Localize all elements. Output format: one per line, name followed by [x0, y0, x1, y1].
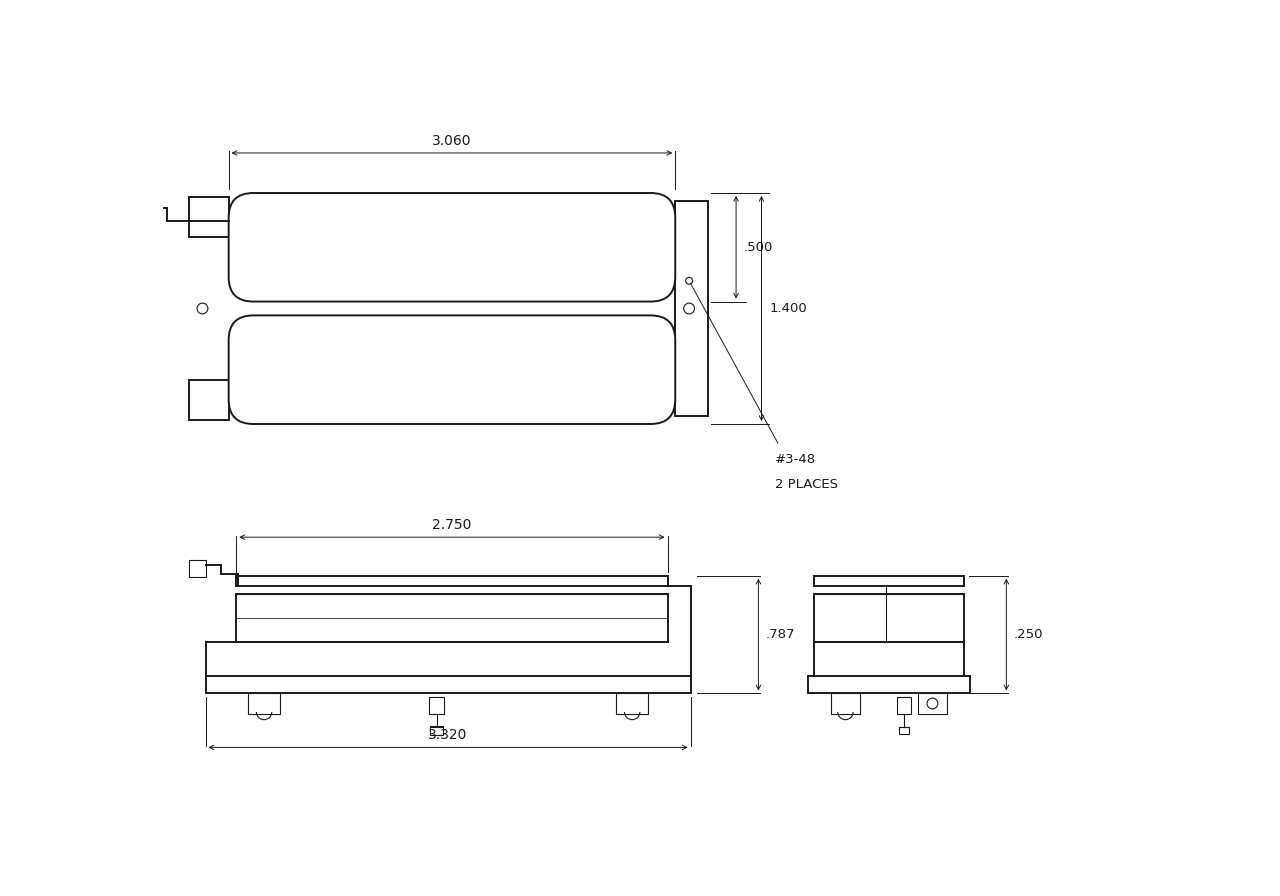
Bar: [248, 694, 280, 713]
Bar: [434, 228, 445, 267]
Bar: [429, 696, 444, 713]
Bar: [559, 228, 571, 267]
Bar: [831, 694, 860, 713]
Bar: [513, 228, 524, 267]
Bar: [899, 727, 909, 735]
FancyBboxPatch shape: [229, 315, 676, 424]
Bar: [325, 349, 337, 390]
Text: .787: .787: [767, 628, 796, 641]
Bar: [481, 349, 493, 390]
Bar: [419, 228, 430, 267]
Bar: [188, 560, 206, 577]
Bar: [372, 228, 383, 267]
Bar: [237, 594, 668, 642]
Bar: [575, 349, 586, 390]
Bar: [513, 349, 524, 390]
Bar: [325, 228, 337, 267]
Bar: [430, 726, 443, 735]
Text: #3-48: #3-48: [776, 453, 817, 466]
Text: 2.750: 2.750: [433, 518, 471, 532]
Bar: [237, 576, 668, 587]
Bar: [529, 349, 540, 390]
Text: .500: .500: [744, 241, 773, 254]
Bar: [148, 198, 159, 217]
Bar: [466, 228, 477, 267]
Bar: [388, 349, 398, 390]
Bar: [676, 201, 708, 417]
Text: .250: .250: [1014, 628, 1043, 641]
Bar: [419, 349, 430, 390]
Bar: [814, 594, 964, 642]
Bar: [481, 228, 493, 267]
Bar: [575, 228, 586, 267]
Bar: [918, 694, 947, 713]
FancyBboxPatch shape: [229, 193, 676, 302]
Text: 3.320: 3.320: [429, 728, 467, 742]
Bar: [340, 228, 352, 267]
Bar: [466, 349, 477, 390]
Bar: [388, 228, 398, 267]
Bar: [206, 676, 691, 694]
Bar: [372, 349, 383, 390]
Bar: [897, 697, 911, 713]
Bar: [340, 349, 352, 390]
Text: 3.060: 3.060: [433, 134, 472, 148]
Bar: [616, 694, 648, 713]
Bar: [434, 349, 445, 390]
Bar: [814, 576, 964, 587]
Text: 1.400: 1.400: [769, 302, 806, 315]
Text: 2 PLACES: 2 PLACES: [776, 478, 838, 491]
Bar: [529, 228, 540, 267]
Bar: [559, 349, 571, 390]
Bar: [188, 197, 229, 237]
Bar: [808, 676, 970, 694]
Bar: [188, 380, 229, 420]
